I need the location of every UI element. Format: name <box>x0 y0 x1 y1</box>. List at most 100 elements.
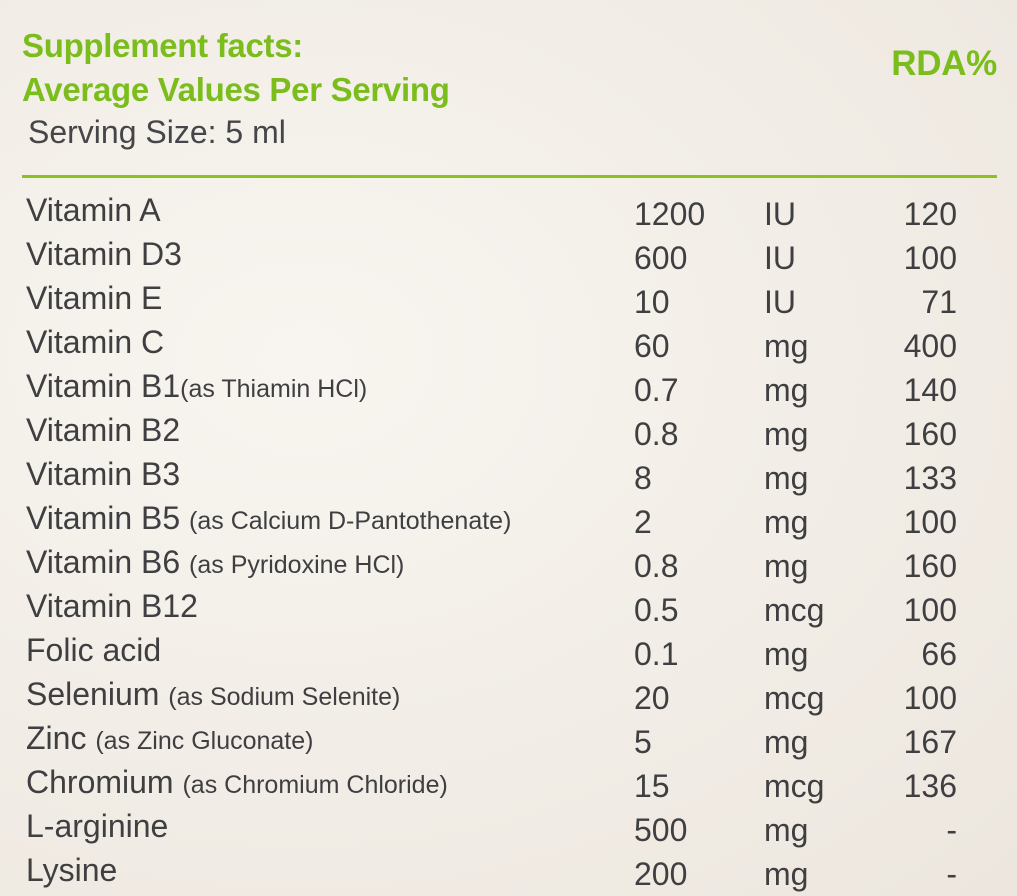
nutrient-rda-percent: - <box>946 812 957 848</box>
nutrient-unit: mg <box>764 416 809 452</box>
nutrient-row: Zinc (as Zinc Gluconate) 5 mg 167 <box>0 716 1017 760</box>
nutrient-rda-percent: 160 <box>903 548 957 584</box>
nutrient-unit: mcg <box>764 592 825 628</box>
nutrient-amount: 5 <box>634 724 652 760</box>
nutrient-rda-percent: 133 <box>903 460 957 496</box>
nutrient-unit: mg <box>764 460 809 496</box>
nutrient-amount: 0.7 <box>634 372 679 408</box>
nutrient-rda-percent: 136 <box>903 768 957 804</box>
nutrient-row: Lysine 200 mg - <box>0 848 1017 892</box>
nutrient-name: Vitamin B12 <box>26 588 198 624</box>
nutrient-amount: 8 <box>634 460 652 496</box>
nutrient-row: Vitamin B5 (as Calcium D-Pantothenate) 2 m… <box>0 496 1017 540</box>
nutrient-row: Folic acid 0.1 mg 66 <box>0 628 1017 672</box>
nutrient-amount: 20 <box>634 680 670 716</box>
nutrient-row: Selenium (as Sodium Selenite) 20 mcg 100 <box>0 672 1017 716</box>
nutrient-rda-percent: 71 <box>921 284 957 320</box>
title-line-1: Supplement facts: <box>22 27 303 64</box>
nutrient-table: Vitamin A 1200 IU 120 Vitamin D3 600 IU 100 Vita… <box>0 188 1017 892</box>
nutrient-name: Lysine <box>26 852 118 888</box>
nutrient-unit: mcg <box>764 680 825 716</box>
nutrient-row: Chromium (as Chromium Chloride) 15 mcg 136 <box>0 760 1017 804</box>
nutrient-name-cell: Chromium (as Chromium Chloride) <box>26 760 448 807</box>
nutrient-name-cell: Selenium (as Sodium Selenite) <box>26 672 400 719</box>
nutrient-row: Vitamin D3 600 IU 100 <box>0 232 1017 276</box>
nutrient-name-cell: Folic acid <box>26 628 161 672</box>
nutrient-row: Vitamin B1(as Thiamin HCl) 0.7 mg 140 <box>0 364 1017 408</box>
serving-size: Serving Size: 5 ml <box>28 114 286 150</box>
nutrient-name-cell: Vitamin B1(as Thiamin HCl) <box>26 364 367 411</box>
title-line-2: Average Values Per Serving <box>22 71 450 108</box>
nutrient-row: Vitamin B6 (as Pyridoxine HCl) 0.8 mg 160 <box>0 540 1017 584</box>
nutrient-row: Vitamin A 1200 IU 120 <box>0 188 1017 232</box>
nutrient-name-cell: Vitamin A <box>26 188 161 232</box>
nutrient-rda-percent: 100 <box>903 680 957 716</box>
nutrient-unit: mg <box>764 504 809 540</box>
nutrient-source-note: (as Calcium D-Pantothenate) <box>189 507 512 535</box>
nutrient-rda-percent: 66 <box>921 636 957 672</box>
nutrient-amount: 2 <box>634 504 652 540</box>
nutrient-row: Vitamin B12 0.5 mcg 100 <box>0 584 1017 628</box>
nutrient-rda-percent: 160 <box>903 416 957 452</box>
nutrient-name: Vitamin E <box>26 280 163 316</box>
nutrient-name-cell: Vitamin B2 <box>26 408 180 452</box>
nutrient-rda-percent: 100 <box>903 592 957 628</box>
nutrient-amount: 0.1 <box>634 636 679 672</box>
nutrient-source-note: (as Sodium Selenite) <box>168 683 401 711</box>
nutrient-name: L-arginine <box>26 808 169 844</box>
nutrient-name-cell: Vitamin B3 <box>26 452 180 496</box>
nutrient-row: Vitamin B2 0.8 mg 160 <box>0 408 1017 452</box>
nutrient-name-cell: Lysine <box>26 848 117 892</box>
nutrient-amount: 600 <box>634 240 688 276</box>
nutrient-row: Vitamin C 60 mg 400 <box>0 320 1017 364</box>
nutrient-source-note: (as Zinc Gluconate) <box>95 727 314 755</box>
nutrient-name: Vitamin B5 <box>26 500 181 536</box>
nutrient-unit: mg <box>764 372 809 408</box>
rda-column-header: RDA% <box>891 44 997 83</box>
nutrient-name: Vitamin B1 <box>26 368 181 404</box>
nutrient-row: L-arginine 500 mg - <box>0 804 1017 848</box>
nutrient-amount: 0.8 <box>634 548 679 584</box>
supplement-facts-header: Supplement facts: Average Values Per Ser… <box>22 24 997 112</box>
nutrient-amount: 10 <box>634 284 670 320</box>
nutrient-source-note: (as Chromium Chloride) <box>182 771 448 799</box>
nutrient-unit: mg <box>764 724 809 760</box>
nutrient-rda-percent: 100 <box>903 504 957 540</box>
nutrient-unit: mcg <box>764 768 825 804</box>
nutrient-amount: 0.5 <box>634 592 679 628</box>
nutrient-amount: 0.8 <box>634 416 679 452</box>
nutrient-rda-percent: - <box>946 856 957 892</box>
nutrient-amount: 200 <box>634 856 688 892</box>
nutrient-name: Vitamin D3 <box>26 236 182 272</box>
nutrient-name-cell: Vitamin E <box>26 276 162 320</box>
nutrient-name: Vitamin B6 <box>26 544 181 580</box>
header-divider <box>22 175 997 178</box>
nutrient-name: Folic acid <box>26 632 162 668</box>
nutrient-unit: mg <box>764 812 809 848</box>
nutrient-name: Vitamin A <box>26 192 161 228</box>
nutrient-rda-percent: 400 <box>903 328 957 364</box>
nutrient-name: Vitamin B3 <box>26 456 181 492</box>
nutrient-rda-percent: 140 <box>903 372 957 408</box>
nutrient-amount: 15 <box>634 768 670 804</box>
nutrient-amount: 1200 <box>634 196 706 232</box>
nutrient-name-cell: Zinc (as Zinc Gluconate) <box>26 716 313 763</box>
nutrient-rda-percent: 120 <box>903 196 957 232</box>
nutrient-row: Vitamin E 10 IU 71 <box>0 276 1017 320</box>
nutrient-amount: 500 <box>634 812 688 848</box>
nutrient-name-cell: Vitamin B6 (as Pyridoxine HCl) <box>26 540 404 587</box>
nutrient-unit: IU <box>764 284 796 320</box>
nutrient-name: Chromium <box>26 764 174 800</box>
nutrient-amount: 60 <box>634 328 670 364</box>
nutrient-name: Zinc <box>26 720 87 756</box>
nutrient-unit: mg <box>764 548 809 584</box>
nutrient-name-cell: Vitamin B12 <box>26 584 198 628</box>
nutrient-name-cell: Vitamin C <box>26 320 164 364</box>
nutrient-unit: IU <box>764 196 796 232</box>
nutrient-name-cell: Vitamin B5 (as Calcium D-Pantothenate) <box>26 496 511 543</box>
nutrient-unit: mg <box>764 636 809 672</box>
nutrient-unit: mg <box>764 856 809 892</box>
nutrient-rda-percent: 100 <box>903 240 957 276</box>
nutrient-unit: mg <box>764 328 809 364</box>
nutrient-source-note: (as Thiamin HCl) <box>180 375 368 403</box>
